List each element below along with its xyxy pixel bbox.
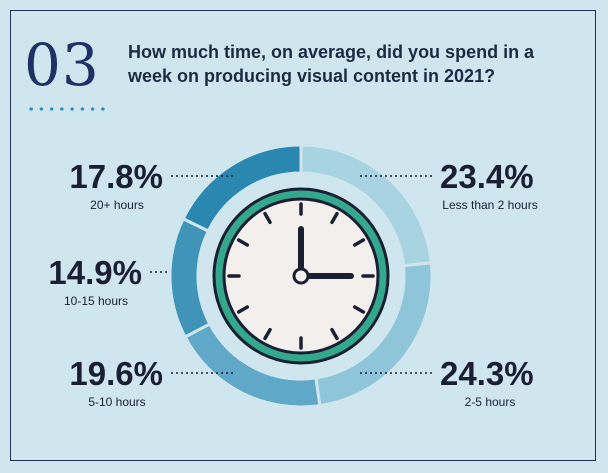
percentage-label: 14.9% <box>48 254 142 291</box>
clock-tick <box>263 327 272 341</box>
clock-tick <box>236 305 250 314</box>
clock-tick <box>236 238 250 247</box>
donut-segment-5 <box>181 143 303 233</box>
dotted-divider <box>26 107 108 111</box>
category-label: 2-5 hours <box>465 395 516 409</box>
clock-tick <box>263 211 272 225</box>
percentage-label: 24.3% <box>440 355 534 392</box>
percentage-label: 19.6% <box>69 355 163 392</box>
clock-tick <box>352 238 366 247</box>
question-text: How much time, on average, did you spend… <box>128 42 535 86</box>
category-label: Less than 2 hours <box>442 198 537 212</box>
clock-tick <box>330 211 339 225</box>
data-labels: 23.4% Less than 2 hours 24.3% 2-5 hours 19.6… <box>48 158 537 409</box>
category-label: 20+ hours <box>90 198 144 212</box>
percentage-label: 23.4% <box>440 158 534 195</box>
clock-icon <box>212 187 390 365</box>
question-number: 03 <box>24 31 100 99</box>
clock-tick <box>330 327 339 341</box>
category-label: 5-10 hours <box>88 395 145 409</box>
donut-segment-4 <box>168 216 212 339</box>
donut-segments <box>168 143 434 409</box>
percentage-label: 17.8% <box>69 158 163 195</box>
leader-lines <box>150 175 432 374</box>
category-label: 10-15 hours <box>64 294 128 308</box>
clock-center-pin <box>292 267 310 285</box>
clock-tick <box>352 305 366 314</box>
